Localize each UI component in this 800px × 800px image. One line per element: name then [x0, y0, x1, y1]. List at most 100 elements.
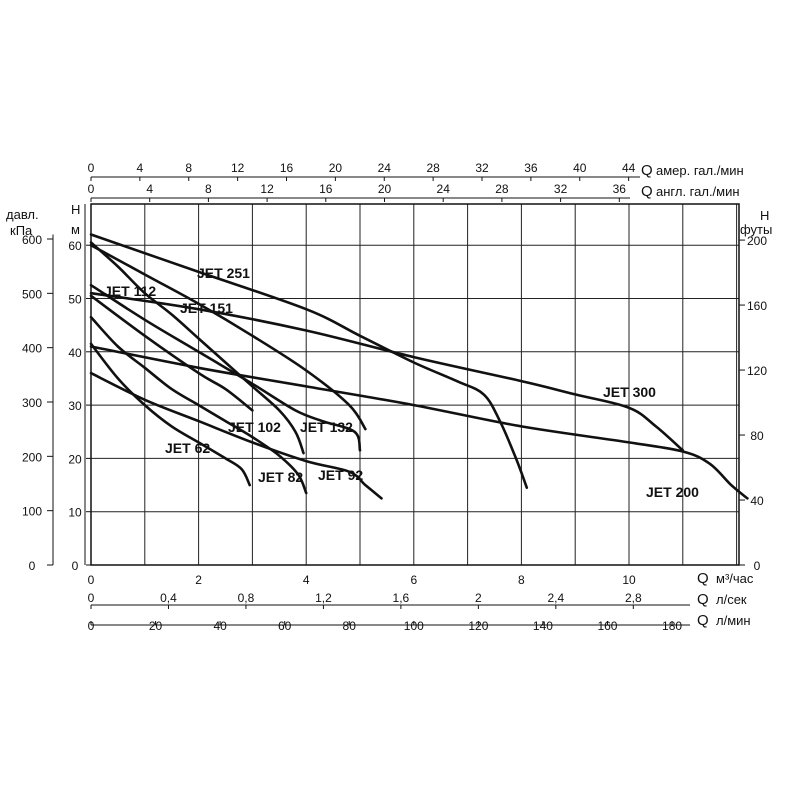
uk-gal-tick-label: 36 [613, 182, 627, 196]
y-tick-label: 50 [68, 293, 82, 307]
uk-gal-tick-label: 12 [260, 182, 274, 196]
top-axis-uk-gal-label: англ. гал./мин [656, 184, 740, 199]
ft-tick-label: 200 [747, 234, 767, 248]
us-gal-tick-label: 40 [573, 161, 587, 175]
pump-curves [89, 233, 749, 500]
curve-jet-112 [89, 241, 305, 455]
x-tick-label: 2 [195, 573, 202, 587]
label-jet-132: JET 132 [300, 419, 353, 435]
lps-tick-label: 0,4 [160, 591, 177, 605]
label-jet-200: JET 200 [646, 484, 699, 500]
uk-gal-tick-label: 24 [437, 182, 451, 196]
x-axis-unit: м³/час [716, 571, 754, 586]
ft-tick-label: 0 [754, 559, 761, 573]
y-tick-label: 40 [68, 346, 82, 360]
top-axis-uk-gal-ticks: 0 4 8 12 16 20 24 28 32 36 [88, 182, 627, 202]
y-tick-label: 0 [72, 559, 79, 573]
uk-gal-tick-label: 20 [378, 182, 392, 196]
curve-jet-82 [89, 315, 308, 495]
curve-jet-300 [89, 291, 685, 452]
us-gal-tick-label: 28 [426, 161, 440, 175]
lpm-tick-label: 140 [533, 619, 553, 633]
pump-curve-labels: JET 62 JET 82 JET 92 JET 102 JET 112 JET 132 J… [104, 265, 699, 500]
bottom-axis-lps-label: л/сек [716, 592, 747, 607]
lpm-tick-label: 60 [278, 619, 292, 633]
curve-jet-132 [89, 283, 362, 452]
x-tick-label: 0 [88, 573, 95, 587]
curve-jet-62 [89, 342, 251, 487]
uk-gal-tick-label: 16 [319, 182, 333, 196]
curve-jet-102 [89, 294, 254, 412]
top-axis-us-gal-q: Q [641, 162, 653, 179]
lpm-tick-label: 80 [343, 619, 357, 633]
label-jet-151: JET 151 [180, 300, 233, 316]
label-jet-251: JET 251 [197, 265, 250, 281]
grid [91, 204, 739, 565]
uk-gal-tick-label: 0 [88, 182, 95, 196]
bottom-axis-lpm-label: л/мин [716, 613, 751, 628]
x-tick-label: 10 [622, 573, 636, 587]
x-tick-label: 4 [303, 573, 310, 587]
y-tick-label: 30 [68, 399, 82, 413]
x-tick-label: 6 [410, 573, 417, 587]
us-gal-tick-label: 20 [329, 161, 343, 175]
ft-tick-label: 120 [747, 364, 767, 378]
label-jet-300: JET 300 [603, 384, 656, 400]
kpa-tick-label: 200 [22, 450, 42, 464]
y-tick-label: 20 [68, 452, 82, 466]
curve-jet-200 [89, 345, 749, 500]
left-m-label-top: H [71, 202, 80, 217]
uk-gal-tick-label: 28 [495, 182, 509, 196]
kpa-tick-label: 0 [29, 559, 36, 573]
uk-gal-tick-label: 8 [205, 182, 212, 196]
lpm-tick-label: 40 [213, 619, 227, 633]
bottom-axis-lps-q: Q [697, 591, 709, 608]
lpm-tick-label: 20 [149, 619, 163, 633]
right-ft-label-top: H [760, 208, 769, 223]
right-axis-ft-ticks: 0 40 80 120 160 200 [739, 234, 767, 573]
ft-tick-label: 40 [750, 494, 764, 508]
kpa-tick-label: 600 [22, 233, 42, 247]
label-jet-82: JET 82 [258, 469, 303, 485]
lpm-tick-label: 160 [597, 619, 617, 633]
left-kpa-label-bottom: кПа [10, 223, 33, 238]
x-axis-q: Q [697, 570, 709, 587]
label-jet-92: JET 92 [318, 467, 363, 483]
bottom-axis-lpm-q: Q [697, 612, 709, 629]
left-m-label-bottom: м [71, 222, 80, 237]
us-gal-tick-label: 32 [475, 161, 489, 175]
curve-jet-251 [89, 233, 529, 489]
us-gal-tick-label: 0 [88, 161, 95, 175]
lpm-tick-label: 120 [468, 619, 488, 633]
curve-jet-151 [89, 243, 367, 431]
ft-tick-label: 160 [747, 299, 767, 313]
uk-gal-tick-label: 32 [554, 182, 568, 196]
top-axis-uk-gal-q: Q [641, 183, 653, 200]
kpa-tick-label: 100 [22, 505, 42, 519]
us-gal-tick-label: 8 [185, 161, 192, 175]
lps-tick-label: 1,6 [393, 591, 410, 605]
top-axis-us-gal-ticks: 0 4 8 12 16 20 24 28 32 36 40 44 [88, 161, 636, 181]
us-gal-tick-label: 16 [280, 161, 294, 175]
us-gal-tick-label: 36 [524, 161, 538, 175]
uk-gal-tick-label: 4 [146, 182, 153, 196]
bottom-axis-lpm-ticks: 0 20 40 60 80 100 120 140 160 180 [88, 619, 683, 633]
bottom-axis-lps-ticks: 0 0,4 0,8 1,2 1,6 2 2,4 2,8 [88, 591, 642, 609]
kpa-tick-label: 500 [22, 287, 42, 301]
ft-tick-label: 80 [750, 429, 764, 443]
lps-tick-label: 0 [88, 591, 95, 605]
left-kpa-label-top: давл. [6, 207, 39, 222]
us-gal-tick-label: 4 [137, 161, 144, 175]
lps-tick-label: 1,2 [315, 591, 332, 605]
y-tick-label: 60 [68, 239, 82, 253]
kpa-tick-label: 300 [22, 396, 42, 410]
us-gal-tick-label: 44 [622, 161, 636, 175]
top-axis-us-gal-label: амер. гал./мин [656, 163, 744, 178]
us-gal-tick-label: 24 [378, 161, 392, 175]
bottom-axis-m3h-ticks: 0 2 4 6 8 10 [88, 573, 636, 587]
lpm-tick-label: 100 [404, 619, 424, 633]
us-gal-tick-label: 12 [231, 161, 245, 175]
kpa-tick-label: 400 [22, 342, 42, 356]
